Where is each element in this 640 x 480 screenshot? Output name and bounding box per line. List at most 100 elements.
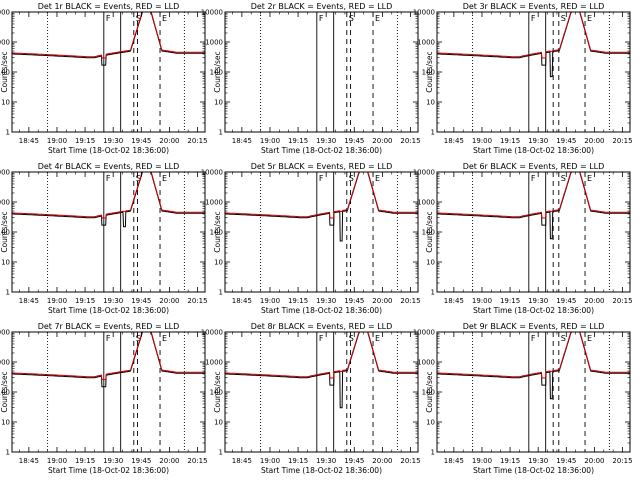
x-tick-label: 19:00 <box>47 137 67 145</box>
chart-panel-5: Det 5r BLACK = Events, RED = LLD Counts/s… <box>201 162 421 315</box>
x-tick-label: 19:30 <box>316 137 336 145</box>
events-series-line <box>437 12 630 78</box>
lld-series-line <box>12 332 205 381</box>
x-tick-label: 20:00 <box>584 297 604 305</box>
x-tick-label: 19:30 <box>103 457 123 465</box>
x-tick-label: 18:45 <box>444 137 464 145</box>
y-tick-label: 100 <box>0 389 10 397</box>
plot-frame <box>224 11 419 133</box>
chart-panel-3: Det 3r BLACK = Events, RED = LLD Counts/s… <box>413 2 633 155</box>
y-tick-label: 1000 <box>0 359 10 367</box>
y-tick-label: 10 <box>1 419 10 427</box>
x-tick-label: 18:45 <box>232 297 252 305</box>
reference-line-label: S <box>136 174 141 183</box>
plot-frame <box>436 171 631 293</box>
panel-title: Det 5r BLACK = Events, RED = LLD <box>251 162 393 171</box>
x-axis-label: Start Time (18-Oct-02 18:36:00) <box>473 146 594 155</box>
x-tick-label: 19:45 <box>131 457 151 465</box>
reference-line-label: S <box>561 334 566 343</box>
x-tick-label: 19:15 <box>75 297 95 305</box>
y-tick-label: 1000 <box>417 359 435 367</box>
reference-line-label: F <box>531 14 536 23</box>
x-tick-label: 20:15 <box>400 457 420 465</box>
reference-line-label: S <box>561 174 566 183</box>
y-tick-label: 10 <box>1 99 10 107</box>
y-tick-label: 1000 <box>205 199 223 207</box>
lld-series-line <box>437 332 630 379</box>
reference-line-label: E <box>162 14 167 23</box>
reference-line-label: F <box>319 334 324 343</box>
x-tick-label: 19:00 <box>472 137 492 145</box>
reference-line-label: E <box>375 14 380 23</box>
y-tick-label: 1 <box>219 129 223 137</box>
y-axis-label: Counts/sec <box>0 371 9 412</box>
x-axis-label: Start Time (18-Oct-02 18:36:00) <box>48 306 169 315</box>
x-tick-label: 20:00 <box>584 457 604 465</box>
events-series-line <box>437 172 630 240</box>
panel-title: Det 2r BLACK = Events, RED = LLD <box>251 2 393 11</box>
reference-line-label: S <box>349 174 354 183</box>
x-tick-label: 19:45 <box>556 457 576 465</box>
x-tick-label: 20:00 <box>372 297 392 305</box>
lld-series-line <box>437 172 630 219</box>
x-tick-label: 19:15 <box>288 297 308 305</box>
y-tick-label: 1000 <box>205 39 223 47</box>
x-tick-label: 19:30 <box>103 137 123 145</box>
x-tick-label: 19:00 <box>472 297 492 305</box>
plot-frame <box>11 331 206 453</box>
x-tick-label: 19:45 <box>344 457 364 465</box>
y-tick-label: 10000 <box>201 169 223 177</box>
lld-series-line <box>12 172 205 219</box>
reference-line-label: E <box>162 174 167 183</box>
y-tick-label: 10 <box>426 419 435 427</box>
y-tick-label: 10000 <box>0 9 10 17</box>
reference-line-label: E <box>375 174 380 183</box>
plot-frame <box>436 11 631 133</box>
x-axis-label: Start Time (18-Oct-02 18:36:00) <box>261 306 382 315</box>
x-tick-label: 19:00 <box>260 137 280 145</box>
x-tick-label: 19:45 <box>131 137 151 145</box>
y-tick-label: 1000 <box>0 39 10 47</box>
x-axis-label: Start Time (18-Oct-02 18:36:00) <box>473 306 594 315</box>
y-tick-label: 10000 <box>0 169 10 177</box>
reference-line-label: F <box>531 174 536 183</box>
x-axis-label: Start Time (18-Oct-02 18:36:00) <box>48 146 169 155</box>
y-tick-label: 1 <box>431 449 435 457</box>
panel-title: Det 3r BLACK = Events, RED = LLD <box>463 2 605 11</box>
y-tick-label: 1 <box>219 289 223 297</box>
x-tick-label: 19:45 <box>131 297 151 305</box>
x-tick-label: 18:45 <box>19 297 39 305</box>
x-tick-label: 20:15 <box>187 457 207 465</box>
reference-line-label: F <box>106 174 111 183</box>
y-tick-label: 1 <box>219 449 223 457</box>
y-axis-label: Counts/sec <box>0 51 9 92</box>
panel-title: Det 1r BLACK = Events, RED = LLD <box>38 2 180 11</box>
events-series-line <box>12 12 205 66</box>
lld-series-line <box>225 172 418 219</box>
x-tick-label: 18:45 <box>444 457 464 465</box>
x-tick-label: 19:45 <box>556 297 576 305</box>
y-axis-label: Counts/sec <box>425 371 434 412</box>
reference-line-label: F <box>319 14 324 23</box>
chart-panel-2: Det 2r BLACK = Events, RED = LLD Counts/s… <box>201 2 421 155</box>
plot-frame <box>11 11 206 133</box>
y-tick-label: 100 <box>422 69 435 77</box>
x-tick-label: 19:15 <box>500 457 520 465</box>
x-tick-label: 20:15 <box>400 297 420 305</box>
x-tick-label: 20:00 <box>159 297 179 305</box>
y-tick-label: 1 <box>431 129 435 137</box>
panel-title: Det 4r BLACK = Events, RED = LLD <box>38 162 180 171</box>
y-tick-label: 10 <box>214 259 223 267</box>
y-axis-label: Counts/sec <box>0 211 9 252</box>
x-tick-label: 20:15 <box>612 297 632 305</box>
x-tick-label: 18:45 <box>232 137 252 145</box>
y-axis-label: Counts/sec <box>213 211 222 252</box>
x-tick-label: 19:30 <box>528 137 548 145</box>
y-tick-label: 1000 <box>0 199 10 207</box>
x-tick-label: 19:00 <box>472 457 492 465</box>
reference-line-label: S <box>561 14 566 23</box>
reference-line-label: E <box>587 14 592 23</box>
x-tick-label: 19:00 <box>260 297 280 305</box>
x-tick-label: 19:00 <box>47 457 67 465</box>
